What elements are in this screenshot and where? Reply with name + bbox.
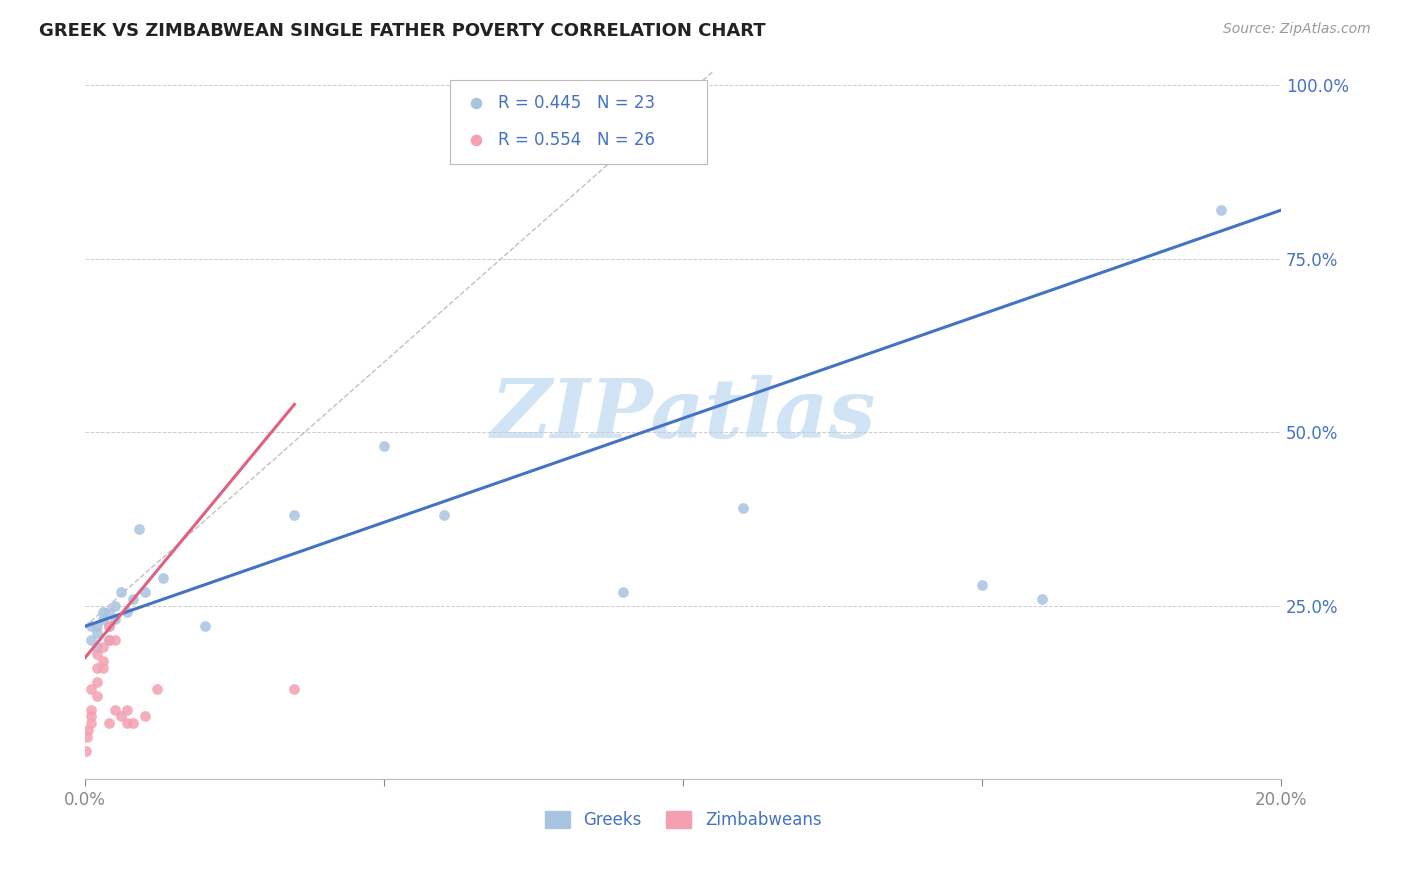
Point [80, 619, 103, 633]
Point [104, 599, 127, 613]
Point [80, 681, 103, 696]
Point [373, 439, 395, 453]
Text: R = 0.445   N = 23: R = 0.445 N = 23 [498, 95, 655, 112]
Point [970, 578, 993, 592]
Point [128, 522, 150, 536]
Point [98, 633, 121, 648]
Point [283, 681, 305, 696]
Point [731, 501, 754, 516]
Point [86, 674, 108, 689]
Point [110, 709, 132, 723]
Point [80, 709, 103, 723]
Point [104, 612, 127, 626]
Point [86, 647, 108, 661]
Point [1031, 591, 1053, 606]
Point [98, 633, 121, 648]
Point [122, 716, 145, 731]
Point [104, 633, 127, 648]
Point [91, 654, 114, 668]
Point [76, 731, 98, 745]
Point [283, 508, 305, 523]
Point [98, 716, 121, 731]
Point [104, 702, 127, 716]
Point [146, 681, 169, 696]
Text: R = 0.554   N = 26: R = 0.554 N = 26 [498, 131, 655, 149]
Point [86, 626, 108, 640]
Point [98, 619, 121, 633]
Point [194, 619, 217, 633]
Point [115, 606, 138, 620]
Point [1211, 203, 1233, 218]
Point [98, 606, 121, 620]
FancyBboxPatch shape [450, 79, 707, 163]
Point [115, 702, 138, 716]
Text: GREEK VS ZIMBABWEAN SINGLE FATHER POVERTY CORRELATION CHART: GREEK VS ZIMBABWEAN SINGLE FATHER POVERT… [39, 22, 766, 40]
Text: ZIPatlas: ZIPatlas [491, 375, 876, 455]
Point [91, 661, 114, 675]
Legend: Greeks, Zimbabweans: Greeks, Zimbabweans [538, 805, 828, 836]
Point [80, 716, 103, 731]
Point [86, 689, 108, 703]
Point [86, 619, 108, 633]
Point [80, 633, 103, 648]
Point [86, 661, 108, 675]
Point [77, 723, 100, 738]
Point [152, 571, 174, 585]
Point [134, 584, 156, 599]
Text: Source: ZipAtlas.com: Source: ZipAtlas.com [1223, 22, 1371, 37]
Point [115, 716, 138, 731]
Point [98, 619, 121, 633]
Point [80, 702, 103, 716]
Point [91, 640, 114, 654]
Point [110, 584, 132, 599]
Point [122, 591, 145, 606]
Point [91, 612, 114, 626]
Point [75, 744, 97, 758]
Point [86, 640, 108, 654]
Point [134, 709, 156, 723]
Point [91, 606, 114, 620]
Point [433, 508, 456, 523]
Point [612, 584, 634, 599]
